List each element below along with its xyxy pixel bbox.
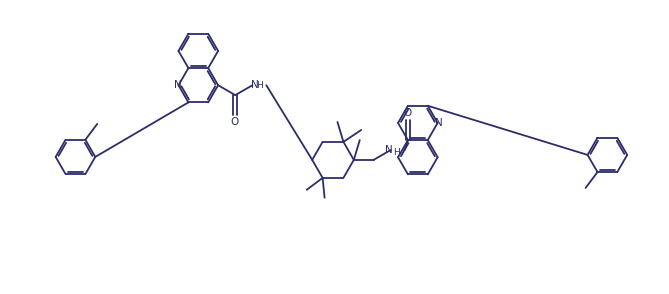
Text: N: N: [174, 80, 181, 90]
Text: H: H: [256, 81, 263, 90]
Text: N: N: [435, 118, 442, 128]
Text: O: O: [404, 108, 412, 118]
Text: H: H: [393, 148, 400, 158]
Text: O: O: [230, 117, 238, 127]
Text: N: N: [250, 80, 258, 90]
Text: N: N: [385, 145, 393, 155]
